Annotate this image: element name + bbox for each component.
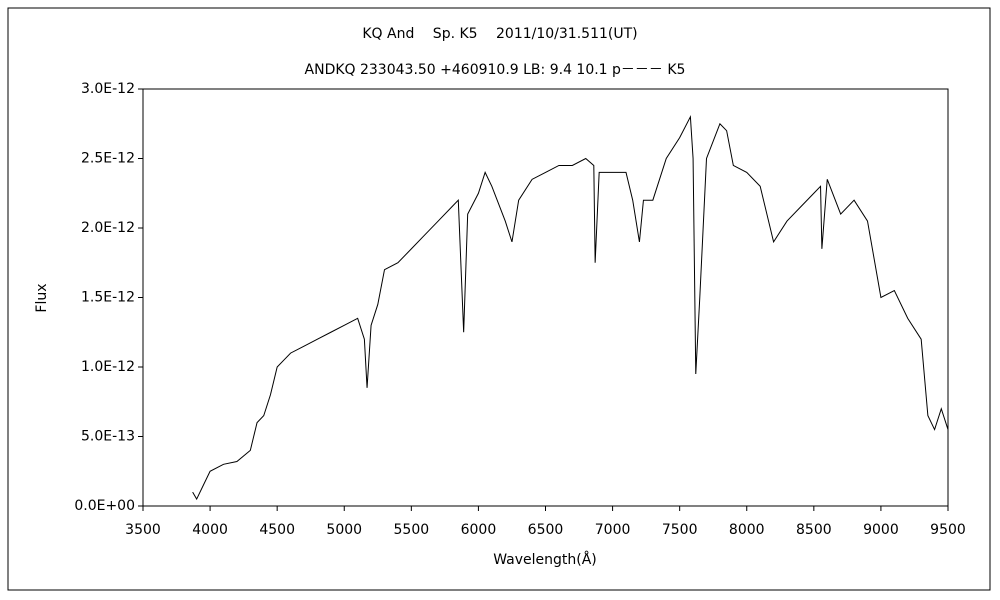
x-tick-label: 8500 [796, 522, 832, 538]
x-tick-label: 5500 [394, 522, 430, 538]
chart-title: KQ And Sp. K5 2011/10/31.511(UT) [362, 26, 637, 42]
spectrum-line [192, 114, 949, 501]
x-tick-label: 4500 [259, 522, 295, 538]
x-tick-label: 6500 [528, 522, 564, 538]
x-tick-label: 9000 [863, 522, 899, 538]
y-axis-label: Flux [34, 283, 50, 312]
y-tick-label: 2.0E-12 [81, 220, 135, 236]
y-tick-label: 1.0E-12 [81, 359, 135, 375]
x-tick-label: 6000 [461, 522, 497, 538]
x-tick-label: 7500 [662, 522, 698, 538]
plot-area [142, 88, 949, 507]
x-axis-label: Wavelength(Å) [493, 551, 597, 568]
y-tick-label: 5.0E-13 [81, 429, 135, 445]
chart-frame [7, 7, 991, 591]
chart-subtitle: ANDKQ 233043.50 +460910.9 LB: 9.4 10.1 p… [305, 62, 686, 78]
x-tick-label: 3500 [125, 522, 161, 538]
x-tick-label: 7000 [595, 522, 631, 538]
x-tick-label: 8000 [729, 522, 765, 538]
x-tick-label: 5000 [326, 522, 362, 538]
x-tick-label: 4000 [192, 522, 228, 538]
y-tick-label: 0.0E+00 [74, 498, 135, 514]
y-tick-label: 3.0E-12 [81, 81, 135, 97]
y-tick-label: 2.5E-12 [81, 151, 135, 167]
y-tick-label: 1.5E-12 [81, 290, 135, 306]
x-tick-label: 9500 [930, 522, 966, 538]
